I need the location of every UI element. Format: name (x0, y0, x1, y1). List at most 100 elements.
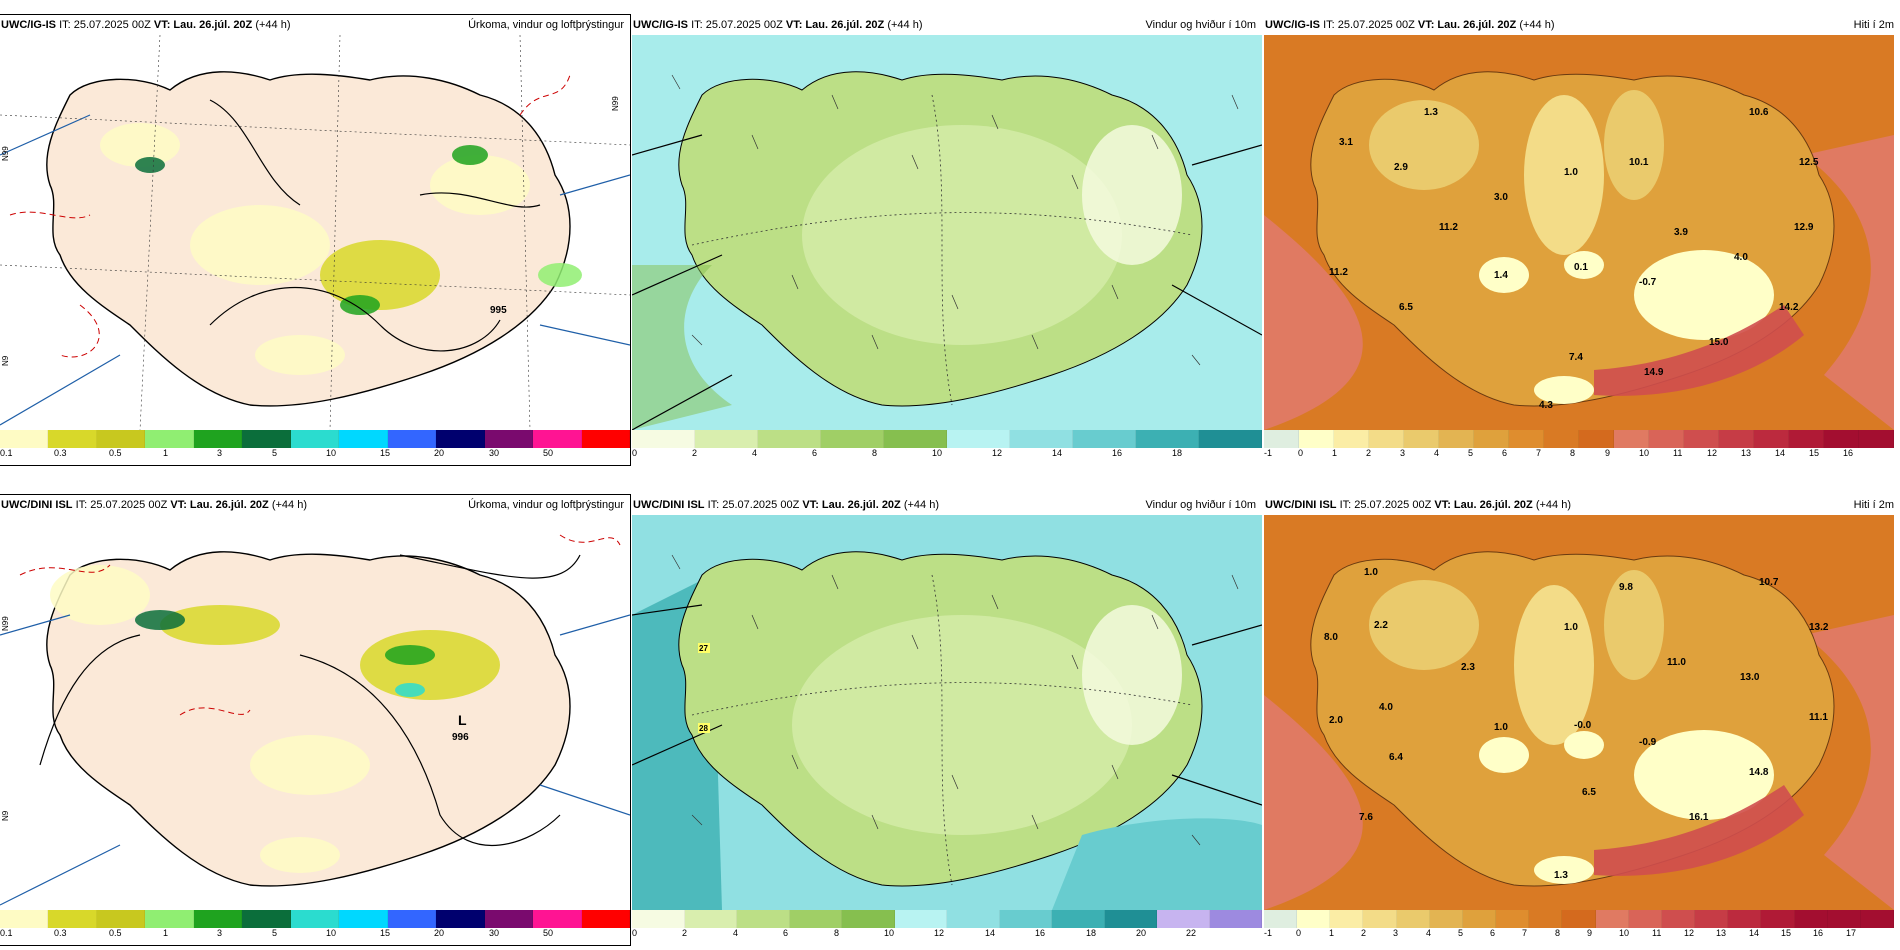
gust-value: 28 (699, 724, 708, 733)
temp-value: 1.0 (1494, 722, 1508, 733)
legend-swatch (145, 430, 194, 448)
legend-tick-label: 15 (380, 448, 391, 458)
legend-swatch (290, 910, 340, 928)
legend-tick-label: 14 (1749, 928, 1760, 938)
panel-dini-temp: UWC/DINI ISL IT: 25.07.2025 00Z VT: Lau.… (1264, 495, 1900, 945)
legend-swatch (1462, 910, 1497, 928)
legend-swatch (947, 910, 1000, 928)
legend-ticks: 0.1 0.3 0.5 1 3 5 10 15 20 30 50 (0, 448, 630, 462)
temp-value: 10.1 (1629, 157, 1649, 168)
temp-value: 8.0 (1324, 632, 1338, 643)
init-time: IT: 25.07.2025 00Z (707, 499, 800, 511)
legend-swatch (1330, 910, 1364, 928)
legend-tick-label: 6 (812, 448, 818, 458)
temp-value: 3.9 (1674, 227, 1688, 238)
legend-swatch (632, 430, 695, 448)
legend-swatch (1010, 430, 1073, 448)
legend-tick-label: 10 (326, 928, 337, 938)
legend-tick-label: 4 (1426, 928, 1432, 938)
legend-colorbar (632, 430, 1262, 448)
legend-swatch (96, 910, 146, 928)
legend-swatch (1429, 910, 1463, 928)
legend-tick-label: 30 (489, 448, 500, 458)
legend-tick-label: 3 (1393, 928, 1399, 938)
legend-tick-label: 30 (489, 928, 500, 938)
precip-blobs (100, 123, 582, 375)
legend-swatch (632, 910, 685, 928)
temp-value: 6.4 (1389, 752, 1403, 763)
legend-tick-label: 22 (1186, 928, 1197, 938)
legend-tick-label: 10 (1619, 928, 1630, 938)
panel-igis-wind: UWC/IG-IS IT: 25.07.2025 00Z VT: Lau. 26… (632, 15, 1262, 465)
legend-swatch (1562, 910, 1596, 928)
legend-swatch (193, 430, 243, 448)
legend-swatch (884, 430, 947, 448)
legend-ticks: -1 0 1 2 3 4 5 6 7 8 9 10 11 12 13 14 15 16 17 (1264, 928, 1894, 942)
legend-swatch (894, 910, 947, 928)
legend-swatch (290, 430, 340, 448)
legend-swatch (339, 910, 388, 928)
panel-header: UWC/IG-IS IT: 25.07.2025 00Z VT: Lau. 26… (0, 15, 630, 35)
legend-tick-label: 1 (1332, 448, 1338, 458)
temperature-map: 1.3 3.1 2.9 1.0 10.1 10.6 12.5 3.0 11.2 … (1264, 35, 1894, 430)
legend-colorbar (1264, 910, 1894, 928)
legend-swatch (999, 910, 1052, 928)
legend-swatch (1614, 430, 1649, 448)
legend-swatch (1073, 430, 1136, 448)
legend-swatch (684, 910, 737, 928)
legend-tick-label: 8 (872, 448, 878, 458)
legend-swatch (1827, 910, 1861, 928)
legend-swatch (48, 910, 97, 928)
panel-dini-precip: UWC/DINI ISL IT: 25.07.2025 00Z VT: Lau.… (0, 494, 631, 946)
legend-swatch (1595, 910, 1629, 928)
temp-value: 1.3 (1554, 870, 1568, 881)
legend-swatch (737, 910, 790, 928)
legend-swatch (484, 910, 534, 928)
model-name: UWC/DINI ISL (1265, 499, 1337, 511)
legend-tick-label: 11 (1673, 448, 1683, 458)
legend-tick-label: 20 (434, 448, 445, 458)
legend-swatch (0, 430, 49, 448)
legend-swatch (1859, 430, 1894, 448)
legend-ticks: 0.1 0.3 0.5 1 3 5 10 15 20 30 50 (0, 928, 630, 942)
legend-tick-label: 8 (1555, 928, 1561, 938)
legend-tick-label: 16 (1112, 448, 1123, 458)
temp-value: 2.9 (1394, 162, 1408, 173)
valid-time: VT: Lau. 26.júl. 20Z (170, 499, 269, 511)
panel-igis-precip: UWC/IG-IS IT: 25.07.2025 00Z VT: Lau. 26… (0, 14, 631, 466)
legend-tick-label: 16 (1813, 928, 1824, 938)
legend-tick-label: 2 (692, 448, 698, 458)
legend-tick-label: 10 (1639, 448, 1650, 458)
legend-swatch (145, 910, 194, 928)
temp-value: 2.3 (1461, 662, 1475, 673)
temp-value: 12.9 (1794, 222, 1814, 233)
legend-swatch (339, 430, 388, 448)
legend-tick-label: 12 (934, 928, 945, 938)
panel-header: UWC/IG-IS IT: 25.07.2025 00Z VT: Lau. 26… (1264, 15, 1900, 35)
temp-value: 4.3 (1539, 400, 1553, 411)
legend-swatch (484, 430, 534, 448)
lead-time: (+44 h) (1535, 499, 1572, 511)
precip-map: L 996 N99 N9 (0, 515, 630, 910)
legend-tick-label: 7 (1536, 448, 1542, 458)
legend-swatch (1334, 430, 1369, 448)
legend-tick-label: 18 (1172, 448, 1183, 458)
panel-header: UWC/DINI ISL IT: 25.07.2025 00Z VT: Lau.… (0, 495, 630, 515)
legend-swatch (1299, 430, 1334, 448)
panel-dini-wind: UWC/DINI ISL IT: 25.07.2025 00Z VT: Lau.… (632, 495, 1262, 945)
temp-value: 14.9 (1644, 367, 1664, 378)
lead-time: (+44 h) (903, 499, 940, 511)
legend-tick-label: 8 (1570, 448, 1576, 458)
temp-value: 1.4 (1494, 270, 1508, 281)
lat-label: N9 (1, 355, 10, 366)
legend-swatch (533, 910, 582, 928)
legend-tick-label: -1 (1264, 448, 1273, 458)
legend-tick-label: 15 (1781, 928, 1792, 938)
legend-swatch (436, 430, 485, 448)
legend-swatch (1860, 910, 1894, 928)
legend-tick-label: 14 (1775, 448, 1786, 458)
wind-arrows (671, 74, 1239, 366)
model-name: UWC/DINI ISL (1, 499, 73, 511)
legend-tick-label: 5 (1468, 448, 1474, 458)
legend-swatch (1474, 430, 1509, 448)
